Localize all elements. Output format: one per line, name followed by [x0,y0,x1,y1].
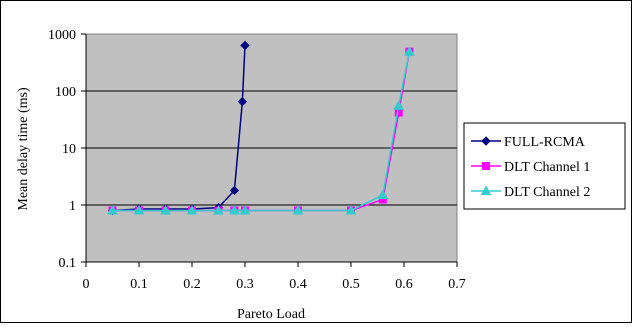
y-tick-label: 0.1 [59,256,77,271]
x-tick-label: 0.6 [395,277,413,292]
x-tick-label: 0.1 [130,277,148,292]
legend-marker [482,162,490,170]
x-tick-label: 0.5 [342,277,360,292]
series-layer [107,40,415,216]
legend: FULL-RCMA DLT Channel 1 DLT Channel 2 [463,122,626,210]
legend-item: DLT Channel 1 [471,160,590,175]
gridlines [86,90,457,206]
data-point [292,205,304,215]
data-point [393,100,405,110]
data-point [229,205,240,215]
axes [81,33,458,267]
legend-marker [481,136,491,146]
line-chart: 0.1 1 10 100 1000 0 0.1 0.2 0.3 0.4 0.5 0.6 0.7 Pare… [16,28,626,322]
y-tick-label: 1000 [48,28,76,43]
x-tick-label: 0.7 [448,277,466,292]
legend-item: DLT Channel 2 [471,185,590,200]
legend-marker [480,185,492,195]
series-line [112,51,411,212]
data-point [186,205,198,215]
y-tick-label: 1 [69,199,76,214]
x-tick-label: 0 [83,277,90,292]
data-point [403,46,415,56]
data-point [345,205,357,215]
data-point [213,205,224,215]
y-tick-label: 10 [62,142,76,157]
legend-label: DLT Channel 1 [504,160,590,175]
x-tick-label: 0.4 [289,277,307,292]
data-point [160,205,171,215]
legend-item: FULL-RCMA [471,135,586,150]
data-point [229,185,240,196]
y-axis-label: Mean delay time (ms) [16,87,31,211]
data-point [239,205,251,215]
data-point [377,189,389,199]
tick-labels: 0.1 1 10 100 1000 0 0.1 0.2 0.3 0.4 0.5 0.6 0.7 [48,28,466,292]
y-tick-label: 100 [55,85,76,100]
x-tick-label: 0.2 [183,277,201,292]
series-dlt-channel-2 [107,46,415,215]
legend-label: FULL-RCMA [504,135,586,150]
x-axis-label: Pareto Load [237,307,305,322]
data-point [107,205,118,215]
legend-items: FULL-RCMA DLT Channel 1 DLT Channel 2 [471,135,590,200]
legend-label: DLT Channel 2 [504,185,590,200]
data-point [237,96,248,107]
x-tick-label: 0.3 [236,277,254,292]
data-point [240,40,250,51]
data-point [133,205,145,215]
